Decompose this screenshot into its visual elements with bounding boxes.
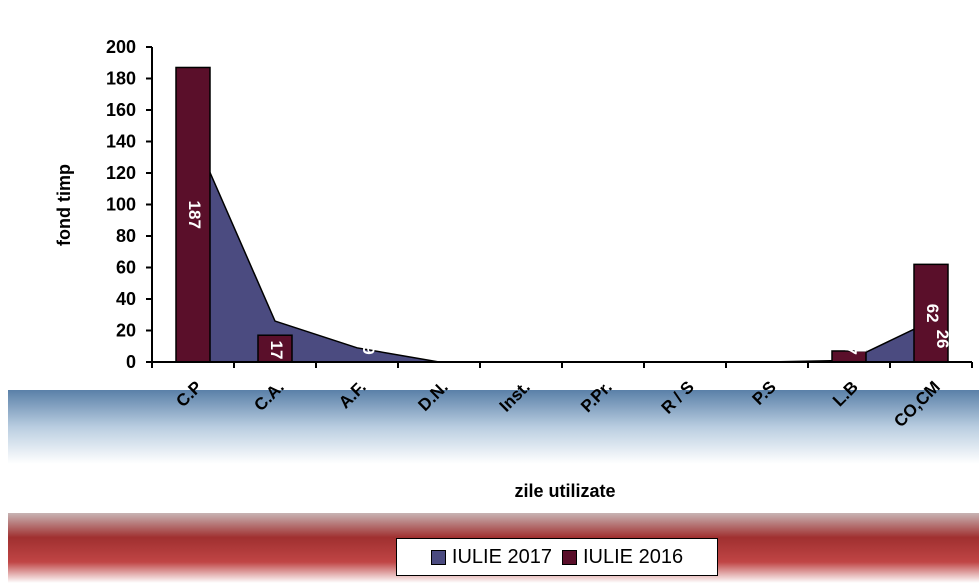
data-label-2016-8: 7 — [841, 345, 860, 354]
data-label-2017-9: 26 — [933, 330, 952, 349]
data-label-2016-5: 0 — [595, 345, 614, 354]
y-tick-label: 160 — [106, 100, 136, 120]
data-label-2017-4: 0 — [523, 345, 542, 354]
data-label-2017-3: 0 — [441, 345, 460, 354]
y-tick-label: 120 — [106, 163, 136, 183]
x-tick-label: P.S — [749, 377, 780, 408]
x-tick-label: R / S — [658, 377, 698, 417]
y-axis-title: fond timp — [54, 164, 74, 246]
x-tick-label: C.A. — [250, 377, 287, 414]
y-tick-label: 180 — [106, 69, 136, 89]
chart-legend: IULIE 2017 IULIE 2016 — [396, 538, 718, 576]
data-label-2017-7: 0 — [769, 345, 788, 354]
x-tick-label: A.F. — [335, 377, 370, 412]
y-tick-label: 0 — [126, 352, 136, 372]
legend-label-2016: IULIE 2016 — [583, 545, 684, 568]
legend-swatch-2017 — [430, 549, 446, 565]
y-tick-label: 40 — [116, 289, 136, 309]
data-label-2017-8: 1 — [851, 345, 870, 354]
background-band-blue — [8, 390, 979, 513]
data-label-2017-2: 9 — [359, 345, 378, 354]
bar-2016-9 — [913, 263, 949, 363]
x-tick-label: CO,CM — [890, 377, 944, 431]
data-label-2016-1: 17 — [267, 341, 286, 360]
legend-item-2017: IULIE 2017 — [430, 545, 552, 569]
y-tick-label: 20 — [116, 321, 136, 341]
x-tick-label: D.N. — [414, 377, 451, 414]
y-tick-label: 60 — [116, 258, 136, 278]
x-tick-label: L.B — [829, 377, 862, 410]
data-label-2016-3: 0 — [431, 345, 450, 354]
y-tick-label: 100 — [106, 195, 136, 215]
legend-item-2016: IULIE 2016 — [562, 546, 683, 569]
y-tick-label: 140 — [106, 132, 136, 152]
x-tick-label: C.P — [172, 377, 205, 410]
x-tick-label: P.Pr. — [577, 377, 616, 416]
data-label-2017-5: 0 — [605, 345, 624, 354]
bar-2016-1 — [257, 334, 293, 363]
area-series-2017 — [192, 133, 932, 363]
y-tick-label: 80 — [116, 226, 136, 246]
data-label-2016-0: 187 — [185, 201, 204, 229]
data-label-2016-7: 0 — [759, 345, 778, 354]
y-tick-label: 200 — [106, 37, 136, 57]
data-label-2016-9: 62 — [923, 304, 942, 323]
legend-label-2017: IULIE 2017 — [451, 545, 552, 568]
data-label-2017-6: 0 — [687, 345, 706, 354]
x-tick-label: Inst. — [496, 377, 534, 415]
data-label-2016-4: 0 — [513, 345, 532, 354]
x-axis-title: zile utilizate — [514, 481, 615, 501]
legend-swatch-2016 — [562, 549, 577, 565]
data-label-2016-6: 0 — [677, 345, 696, 354]
